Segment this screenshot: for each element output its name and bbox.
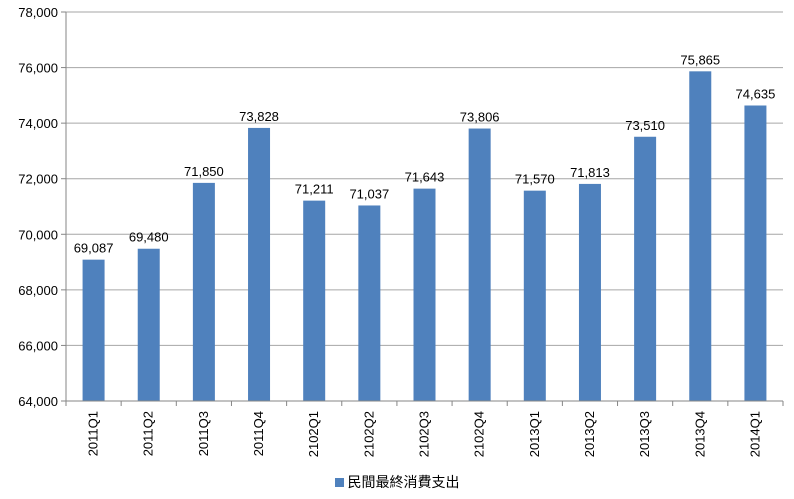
data-label: 71,211 xyxy=(295,182,334,197)
bar xyxy=(248,127,271,401)
bar xyxy=(303,200,326,401)
data-label: 73,828 xyxy=(239,109,279,124)
data-label: 75,865 xyxy=(680,52,720,67)
x-tick-label: 2102Q4 xyxy=(472,411,487,457)
y-tick-label: 74,000 xyxy=(18,116,58,131)
bar xyxy=(82,259,105,401)
data-label: 69,480 xyxy=(129,230,169,245)
x-tick-label: 2102Q3 xyxy=(417,411,432,457)
bar xyxy=(523,190,546,401)
y-tick-label: 70,000 xyxy=(18,227,58,242)
data-label: 73,806 xyxy=(460,110,500,125)
data-label: 71,813 xyxy=(570,165,610,180)
x-tick-label: 2013Q1 xyxy=(527,411,542,457)
x-tick-label: 2013Q3 xyxy=(637,411,652,457)
legend-swatch xyxy=(334,477,344,487)
data-label: 71,850 xyxy=(184,164,224,179)
legend: 民間最終消費支出 xyxy=(0,472,794,492)
bar xyxy=(744,105,767,401)
x-tick-label: 2011Q1 xyxy=(86,411,101,456)
data-label: 69,087 xyxy=(74,241,114,256)
x-tick-label: 2011Q2 xyxy=(141,411,156,456)
bar xyxy=(137,248,160,401)
x-tick-label: 2102Q1 xyxy=(306,411,321,457)
bar xyxy=(634,136,657,401)
bars xyxy=(82,71,767,402)
y-axis: 64,000 66,000 68,000 70,000 72,000 74,000 76,0… xyxy=(18,5,67,409)
bar xyxy=(689,71,712,401)
y-tick-label: 72,000 xyxy=(18,172,58,187)
y-tick-label: 66,000 xyxy=(18,338,58,353)
bar xyxy=(192,182,215,401)
bar xyxy=(413,188,436,401)
bar xyxy=(578,183,601,401)
y-tick-label: 76,000 xyxy=(18,61,58,76)
x-tick-label: 2102Q2 xyxy=(361,411,376,457)
data-label: 73,510 xyxy=(625,118,665,133)
data-label: 71,570 xyxy=(515,172,555,187)
bar xyxy=(358,205,381,401)
bar xyxy=(468,128,491,402)
data-labels: 69,087 69,480 71,850 73,828 71,211 71,037 71,6… xyxy=(74,52,776,255)
x-tick-label: 2011Q4 xyxy=(251,411,266,456)
x-tick-label: 2014Q1 xyxy=(747,411,762,457)
x-axis: 2011Q1 2011Q2 2011Q3 2011Q4 2102Q1 2102Q2 2102… xyxy=(65,400,784,457)
x-tick-label: 2013Q4 xyxy=(692,411,707,457)
y-tick-label: 78,000 xyxy=(18,5,58,20)
y-tick-label: 68,000 xyxy=(18,283,58,298)
data-label: 71,643 xyxy=(405,170,445,185)
y-tick-label: 64,000 xyxy=(18,394,58,409)
x-tick-label: 2013Q2 xyxy=(582,411,597,457)
x-tick-label: 2011Q3 xyxy=(196,411,211,456)
legend-label: 民間最終消費支出 xyxy=(347,474,460,490)
data-label: 74,635 xyxy=(736,86,776,101)
data-label: 71,037 xyxy=(349,186,389,201)
